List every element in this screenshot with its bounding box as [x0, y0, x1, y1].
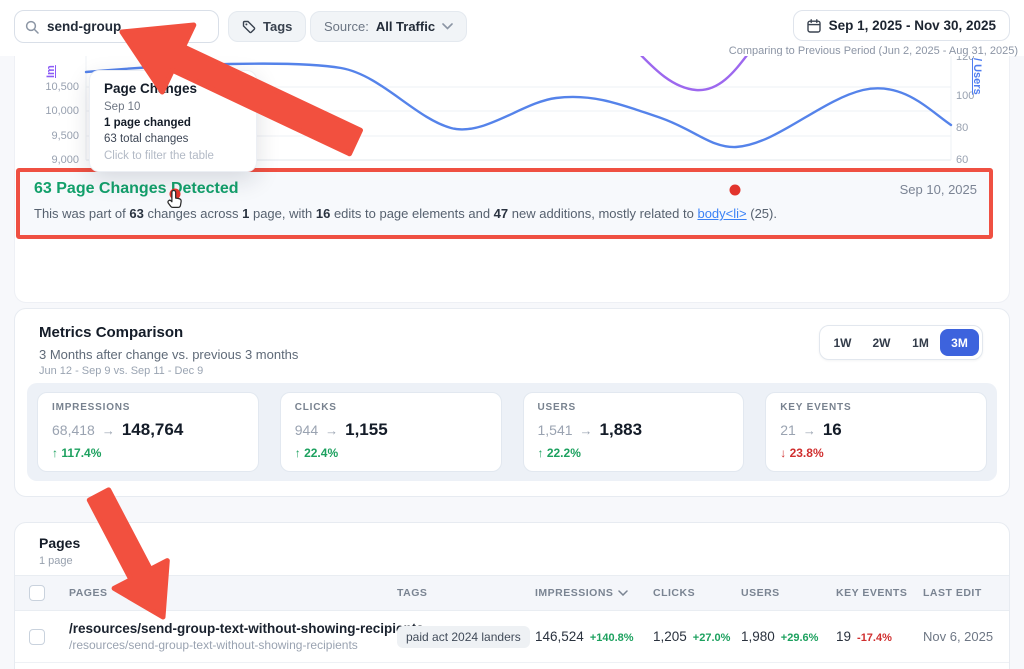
metric-label: CLICKS: [294, 402, 337, 413]
date-range-label: Sep 1, 2025 - Nov 30, 2025: [828, 18, 996, 33]
metric-change: ↑ 117.4%: [52, 446, 102, 460]
column-header-pages[interactable]: PAGES: [69, 587, 108, 599]
tag-icon: [242, 20, 256, 33]
source-label: Source:: [324, 19, 369, 34]
y-axis-tick: 9,500: [51, 130, 79, 142]
y-axis-tick-right: 120: [956, 56, 975, 63]
column-header-impressions[interactable]: IMPRESSIONS: [535, 587, 653, 599]
metric-after-value: 1,155: [345, 420, 388, 439]
metric-label: KEY EVENTS: [780, 402, 852, 413]
metric-before-value: 68,418: [52, 422, 95, 438]
purple-line-series: [640, 56, 748, 92]
pages-table-card: Pages 1 page PAGES TAGS IMPRESSIONS CLIC…: [14, 522, 1010, 669]
page-changes-callout[interactable]: 63 Page Changes Detected Sep 10, 2025 Th…: [16, 168, 993, 239]
metrics-subtitle: 3 Months after change vs. previous 3 mon…: [39, 347, 299, 362]
search-box[interactable]: [14, 10, 219, 43]
page-path-link[interactable]: /resources/send-group-text-without-showi…: [69, 621, 424, 636]
pages-count: 1 page: [39, 555, 73, 567]
tooltip-hint: Click to filter the table: [104, 150, 214, 162]
metric-change: ↓ 23.8%: [780, 446, 824, 460]
arrow-right-icon: →: [325, 423, 339, 438]
element-link[interactable]: body<li>: [697, 206, 747, 221]
metric-card-key-events: KEY EVENTS 21 → 16 ↓ 23.8%: [765, 392, 987, 472]
page-subpath: /resources/send-group-text-without-showi…: [69, 638, 358, 652]
sort-chevron-down-icon: [618, 590, 629, 596]
range-button-1w[interactable]: 1W: [833, 335, 852, 350]
tag-pill[interactable]: paid act 2024 landers: [397, 625, 530, 648]
calendar-icon: [806, 18, 821, 33]
metric-before-value: 21: [780, 422, 796, 438]
comparing-note: Comparing to Previous Period (Jun 2, 202…: [728, 45, 1018, 57]
range-button-1m[interactable]: 1M: [912, 335, 929, 350]
arrow-right-icon: →: [579, 423, 593, 438]
metric-change: ↑ 22.4%: [294, 446, 339, 460]
arrow-right-icon: →: [802, 423, 816, 438]
range-segmented-control: 1W 2W 1M 3M: [819, 325, 983, 360]
y-axis-tick-right: 80: [956, 122, 969, 134]
column-header-tags[interactable]: TAGS: [397, 587, 428, 599]
clicks-value: 1,205: [653, 629, 687, 644]
metric-card-users: USERS 1,541 → 1,883 ↑ 22.2%: [522, 392, 745, 472]
tags-button-label: Tags: [263, 19, 293, 34]
source-dropdown[interactable]: Source: All Traffic: [310, 11, 468, 42]
tooltip-title: Page Changes: [104, 81, 198, 96]
metric-label: IMPRESSIONS: [52, 402, 131, 413]
clicks-change: +27.0%: [692, 632, 731, 644]
tooltip-total-changes: 63 total changes: [104, 133, 189, 145]
tooltip-pages-changed: 1 page changed: [104, 117, 191, 129]
last-edit-date: Nov 6, 2025: [923, 628, 994, 644]
tags-button[interactable]: Tags: [228, 11, 307, 42]
key-events-value: 19: [836, 629, 852, 644]
column-header-users[interactable]: USERS: [741, 587, 780, 599]
y-axis-tick: 9,000: [51, 154, 79, 166]
metric-card-clicks: CLICKS 944 → 1,155 ↑ 22.4%: [279, 392, 502, 472]
row-checkbox[interactable]: [29, 628, 45, 645]
users-change: +29.6%: [780, 632, 819, 644]
y-axis-tick-right: 100: [956, 90, 975, 102]
y-axis-tick: 10,500: [45, 81, 79, 93]
arrow-right-icon: →: [101, 423, 115, 438]
callout-text: This was part of 63 changes across 1 pag…: [34, 206, 777, 221]
users-value: 1,980: [741, 629, 775, 644]
table-row[interactable]: /resources/send-group-text-without-showi…: [15, 611, 1009, 663]
search-input[interactable]: [47, 19, 187, 34]
metrics-panel: IMPRESSIONS 68,418 → 148,764 ↑ 117.4% CL…: [27, 383, 997, 481]
metrics-period-note: Jun 12 - Sep 9 vs. Sep 11 - Dec 9: [39, 365, 204, 377]
left-axis-title[interactable]: Im: [45, 65, 57, 78]
callout-date: Sep 10, 2025: [899, 182, 977, 197]
impressions-change: +140.8%: [589, 632, 634, 644]
y-axis-tick: 10,000: [45, 105, 79, 117]
date-range-picker[interactable]: Sep 1, 2025 - Nov 30, 2025: [792, 10, 1010, 41]
topbar: Tags Source: All Traffic Sep 1, 2025 - N…: [0, 0, 1024, 57]
metric-change: ↑ 22.2%: [537, 446, 581, 460]
metric-before-value: 1,541: [537, 422, 573, 438]
y-axis-tick-right: 60: [956, 154, 969, 166]
metrics-title: Metrics Comparison: [39, 324, 184, 341]
pages-title: Pages: [39, 535, 81, 551]
metric-label: USERS: [537, 402, 576, 413]
source-value: All Traffic: [375, 19, 436, 34]
tooltip-date: Sep 10: [104, 101, 141, 113]
chevron-down-icon: [442, 23, 453, 30]
right-axis-title[interactable]: / Users: [971, 58, 983, 95]
select-all-checkbox[interactable]: [29, 585, 45, 601]
metric-after-value: 16: [822, 420, 842, 439]
search-icon: [25, 20, 39, 34]
metrics-comparison-card: Metrics Comparison 3 Months after change…: [14, 308, 1010, 497]
metric-after-value: 1,883: [599, 420, 643, 439]
column-header-key-events[interactable]: KEY EVENTS: [836, 587, 908, 599]
key-events-change: -17.4%: [857, 632, 892, 644]
metric-before-value: 944: [294, 422, 319, 438]
table-header: PAGES TAGS IMPRESSIONS CLICKS USERS KEY …: [15, 575, 1009, 611]
column-header-last-edit[interactable]: LAST EDIT: [923, 587, 982, 599]
chart-tooltip[interactable]: Page Changes Sep 10 1 page changed 63 to…: [89, 70, 257, 172]
column-header-clicks[interactable]: CLICKS: [653, 587, 696, 599]
metric-after-value: 148,764: [121, 420, 184, 439]
callout-title: 63 Page Changes Detected: [34, 180, 239, 197]
range-button-2w[interactable]: 2W: [872, 335, 891, 350]
metric-card-impressions: IMPRESSIONS 68,418 → 148,764 ↑ 117.4%: [37, 392, 259, 472]
impressions-value: 146,524: [535, 629, 584, 644]
range-button-3m[interactable]: 3M: [940, 329, 979, 356]
